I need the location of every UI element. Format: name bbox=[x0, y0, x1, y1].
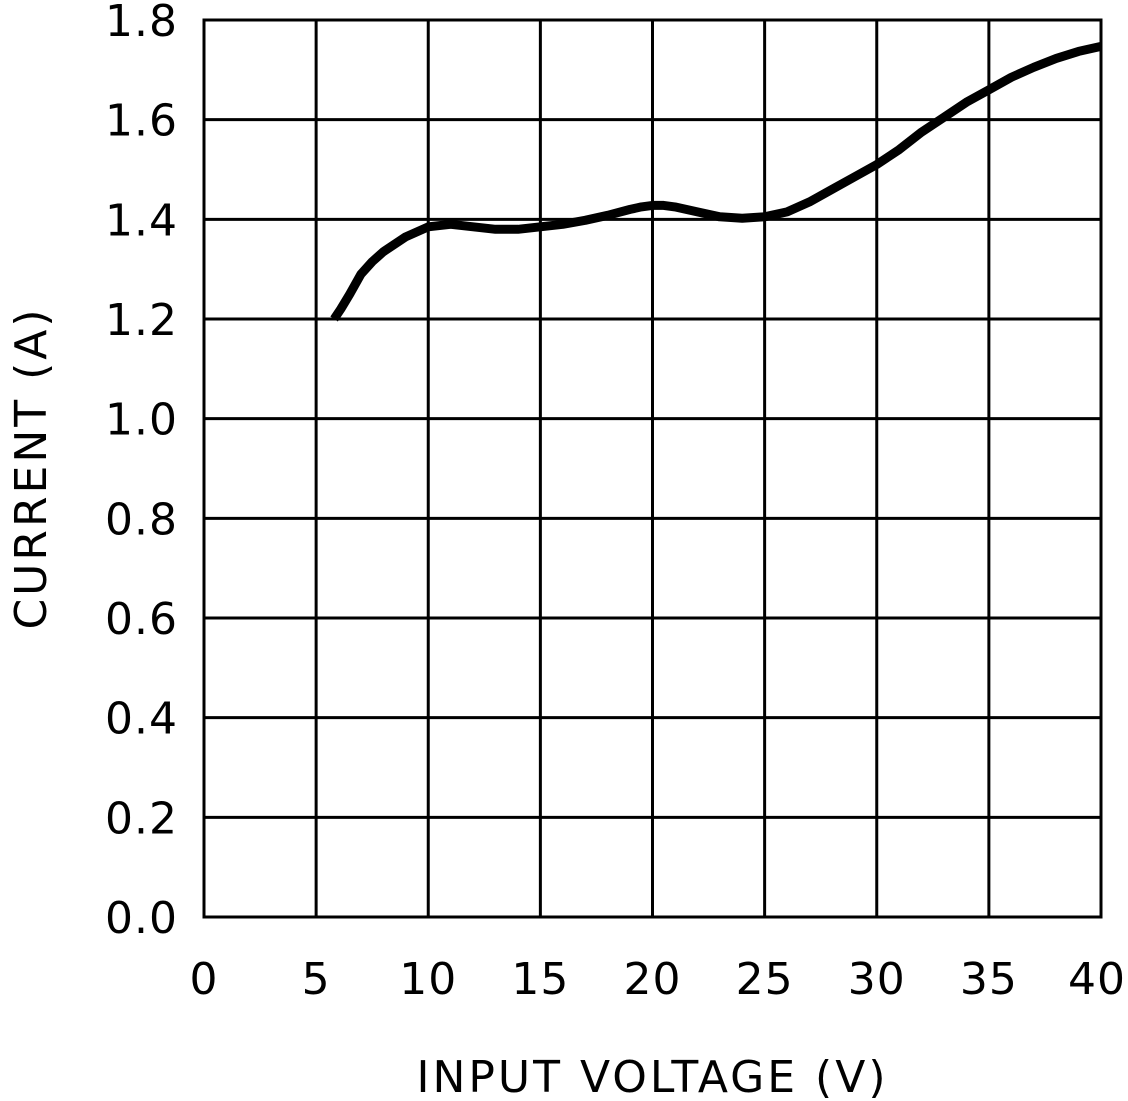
x-tick-label: 30 bbox=[848, 954, 906, 1005]
x-axis-ticks: 0 5 10 15 20 25 30 35 40 bbox=[190, 954, 1126, 1005]
y-tick-label: 0.0 bbox=[105, 893, 178, 944]
x-axis-title: INPUT VOLTAGE (V) bbox=[416, 1052, 888, 1101]
y-tick-label: 1.4 bbox=[105, 195, 178, 246]
x-tick-label: 0 bbox=[190, 954, 219, 1005]
y-tick-label: 0.2 bbox=[105, 793, 178, 844]
x-tick-label: 5 bbox=[302, 954, 331, 1005]
y-tick-label: 1.6 bbox=[105, 96, 178, 147]
y-tick-label: 1.2 bbox=[105, 295, 178, 346]
x-tick-label: 15 bbox=[511, 954, 569, 1005]
x-tick-label: 10 bbox=[399, 954, 457, 1005]
y-tick-label: 0.4 bbox=[105, 694, 178, 745]
series-line bbox=[330, 42, 1102, 322]
series-layer bbox=[330, 42, 1102, 322]
x-tick-label: 40 bbox=[1068, 954, 1126, 1005]
y-axis-title: CURRENT (A) bbox=[6, 306, 57, 629]
y-tick-label: 1.0 bbox=[105, 395, 178, 446]
grid bbox=[202, 18, 1103, 919]
y-tick-label: 0.8 bbox=[105, 494, 178, 545]
y-tick-label: 0.6 bbox=[105, 594, 178, 645]
x-tick-label: 25 bbox=[736, 954, 794, 1005]
plot-frame bbox=[202, 18, 1103, 919]
x-tick-label: 35 bbox=[960, 954, 1018, 1005]
x-tick-label: 20 bbox=[624, 954, 682, 1005]
y-tick-label: 1.8 bbox=[105, 0, 178, 47]
y-axis-ticks: 0.0 0.2 0.4 0.6 0.8 1.0 1.2 1.4 1.6 1.8 bbox=[105, 0, 178, 944]
